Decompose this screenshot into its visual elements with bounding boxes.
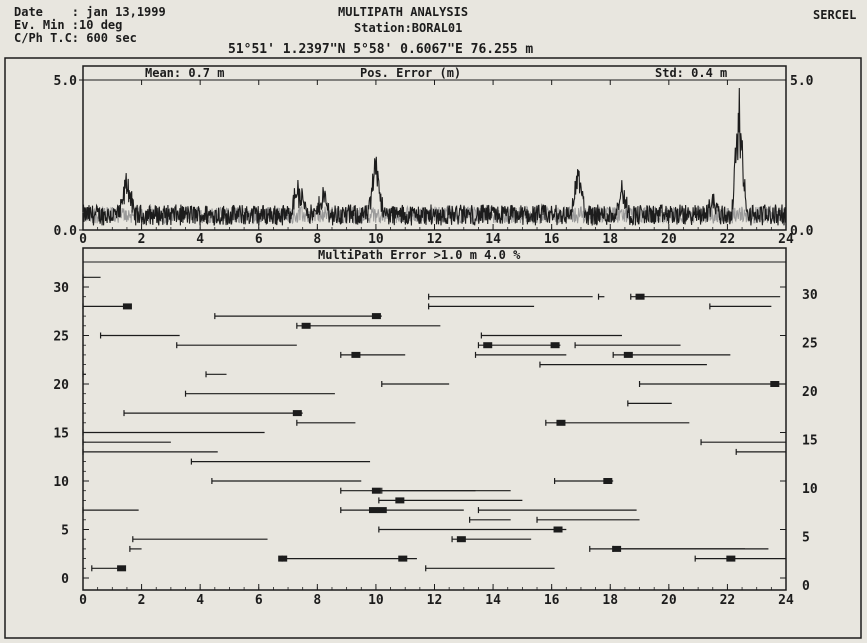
upper-x-tick-label: 14 [485,232,501,247]
multipath-error-block [122,303,132,310]
upper-x-tick-label: 2 [138,232,146,247]
brand-logo-text: SERCEL [813,8,857,22]
elevation-min-info: Ev. Min :10 deg [14,18,123,32]
station-name: Station:BORAL01 [354,21,463,35]
lower-y-tick-right: 5 [802,531,810,546]
multipath-error-block [550,342,560,349]
mean-label: Mean: 0.7 m [145,66,224,80]
lower-x-tick-label: 24 [778,593,794,608]
time-constant-info: C/Ph T.C: 600 sec [14,31,137,45]
multipath-error-block [553,526,563,533]
multipath-error-block [623,351,633,358]
lower-y-tick-right: 15 [802,434,818,449]
page-frame [4,57,862,639]
lower-y-tick-left: 10 [53,475,69,490]
position-error-trace [82,87,787,226]
lower-y-tick-left: 15 [53,427,69,442]
multipath-error-block [483,342,493,349]
position-error-title: Pos. Error (m) [360,66,461,80]
multipath-error-block [351,351,361,358]
upper-y-tick-right: 5.0 [790,74,814,89]
multipath-error-block [556,419,566,426]
lower-x-tick-label: 4 [196,593,204,608]
lower-x-tick-label: 18 [602,593,618,608]
lower-x-tick-label: 12 [427,593,443,608]
lower-y-tick-left: 0 [61,572,69,587]
upper-x-tick-label: 12 [427,232,443,247]
upper-x-tick-label: 20 [661,232,677,247]
std-label: Std: 0.4 m [655,66,727,80]
lower-y-tick-right: 25 [802,337,818,352]
lower-y-tick-left: 25 [53,330,69,345]
lower-y-tick-right: 0 [802,579,810,594]
multipath-error-block [117,565,127,572]
analysis-title: MULTIPATH ANALYSIS [338,5,469,19]
multipath-error-block [377,507,387,514]
upper-y-tick-left: 0.0 [54,224,78,239]
date-info: Date : jan 13,1999 [14,5,166,19]
multipath-error-block [278,555,288,562]
lower-x-tick-label: 8 [313,593,321,608]
multipath-error-block [726,555,736,562]
upper-x-tick-label: 24 [778,232,794,247]
multipath-error-block [395,497,405,504]
lower-x-tick-label: 16 [544,593,560,608]
lower-x-tick-label: 22 [720,593,736,608]
lower-y-tick-left: 20 [53,378,69,393]
upper-x-tick-label: 8 [313,232,321,247]
lower-y-tick-right: 10 [802,482,818,497]
multipath-error-block [770,381,780,387]
lower-y-tick-left: 5 [61,524,69,539]
lower-x-tick-label: 6 [255,593,263,608]
upper-x-tick-label: 6 [255,232,263,247]
lower-y-tick-right: 20 [802,385,818,400]
lower-y-tick-right: 30 [802,288,818,303]
upper-y-tick-right: 0.0 [790,224,814,239]
lower-y-tick-left: 30 [53,281,69,296]
multipath-error-block [612,545,622,552]
upper-x-tick-label: 10 [368,232,384,247]
multipath-error-block [292,410,302,417]
lower-x-tick-label: 0 [79,593,87,608]
upper-x-tick-label: 16 [544,232,560,247]
upper-x-tick-label: 0 [79,232,87,247]
multipath-error-block [371,487,381,494]
upper-y-tick-left: 5.0 [54,74,78,89]
multipath-error-block [301,322,311,329]
lower-x-tick-label: 2 [138,593,146,608]
multipath-error-block [456,536,466,543]
multipath-error-block [603,478,613,484]
station-position: 51°51' 1.2397"N 5°58' 0.6067"E 76.255 m [228,42,534,57]
multipath-title: MultiPath Error >1.0 m 4.0 % [318,248,521,262]
multipath-error-block [368,507,378,514]
upper-x-tick-label: 4 [196,232,204,247]
lower-x-tick-label: 20 [661,593,677,608]
multipath-error-block [371,313,381,320]
upper-x-tick-label: 18 [602,232,618,247]
multipath-error-block [635,293,645,300]
upper-x-tick-label: 22 [720,232,736,247]
lower-x-tick-label: 10 [368,593,384,608]
multipath-error-block [398,555,408,562]
lower-x-tick-label: 14 [485,593,501,608]
